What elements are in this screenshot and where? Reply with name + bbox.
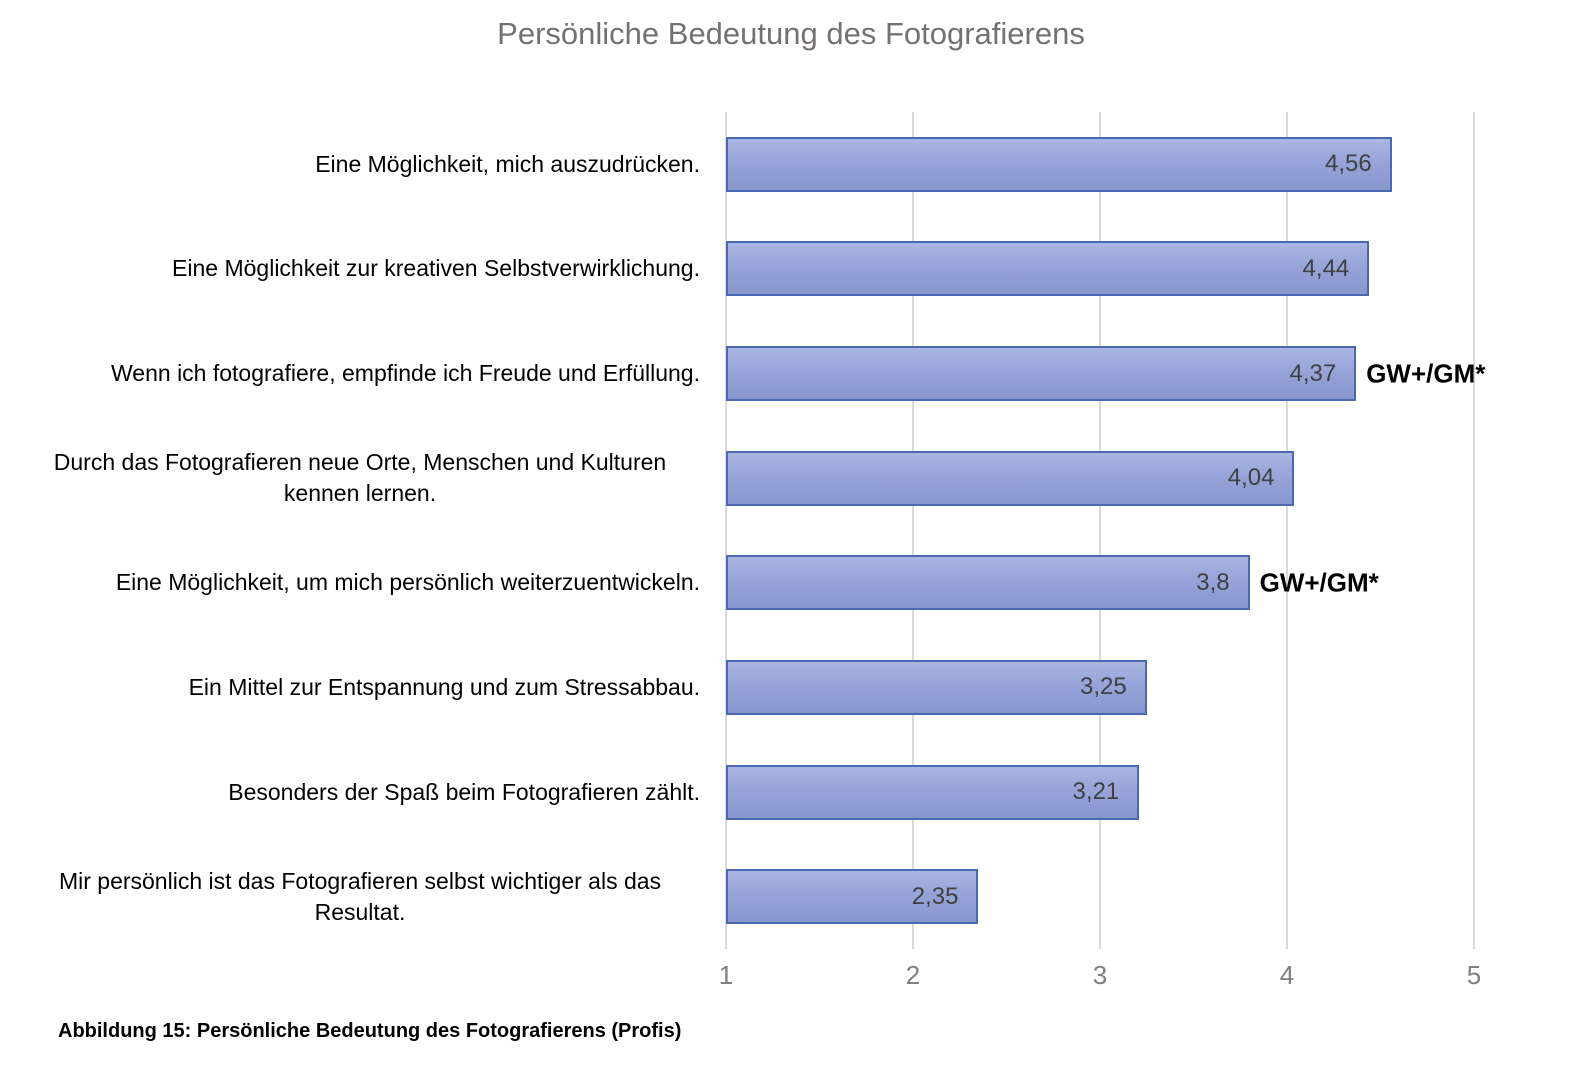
category-row: Besonders der Spaß beim Fotografieren zä… [20, 740, 700, 845]
figure-caption: Abbildung 15: Persönliche Bedeutung des … [58, 1020, 682, 1042]
bar-value-label: 2,35 [911, 882, 959, 910]
category-row: Mir persönlich ist das Fotografieren sel… [20, 844, 700, 949]
bar-value-label: 4,44 [1302, 254, 1350, 282]
bar-value-label: 4,56 [1325, 150, 1372, 178]
category-label: Eine Möglichkeit zur kreativen Selbstver… [172, 255, 700, 282]
bar: 4,04 [726, 450, 1295, 506]
gridline [1286, 112, 1288, 949]
category-label: Eine Möglichkeit, mich auszudrücken. [315, 150, 700, 177]
bar: 4,37 [726, 346, 1357, 402]
x-axis: 1 2 3 4 5 [719, 960, 1481, 994]
x-axis-tick-label: 1 [718, 960, 734, 990]
bar-value-label: 3,21 [1072, 778, 1120, 806]
category-row: Wenn ich fotografiere, empfinde ich Freu… [20, 321, 700, 426]
bar-value-label: 3,25 [1080, 673, 1127, 701]
category-row: Eine Möglichkeit, um mich persönlich wei… [20, 531, 700, 636]
category-label: Mir persönlich ist das Fotografieren sel… [58, 867, 662, 925]
bar: 4,44 [726, 241, 1370, 297]
bar-value-label: 4,04 [1227, 464, 1275, 492]
bar: 3,25 [726, 659, 1147, 715]
category-axis: Eine Möglichkeit, mich auszudrücken. Eine… [20, 112, 700, 949]
x-axis-tick-label: 5 [1466, 960, 1482, 990]
gridline [725, 112, 727, 949]
x-axis-tick-label: 4 [1279, 960, 1295, 990]
bar: 3,21 [726, 764, 1140, 820]
bar: 2,35 [726, 869, 979, 925]
gridline [1473, 112, 1475, 949]
category-row: Ein Mittel zur Entspannung und zum Stres… [20, 635, 700, 740]
category-row: Eine Möglichkeit zur kreativen Selbstver… [20, 217, 700, 322]
bar-value-label: 3,8 [1196, 568, 1230, 596]
bar: 4,56 [726, 136, 1392, 192]
plot-area: 4,56 4,44 4,37 GW+/GM* 4,04 3,8 GW+/GM* 3,25 3,2… [725, 112, 1485, 949]
category-row: Durch das Fotografieren neue Orte, Mensc… [20, 426, 700, 531]
gridline [1099, 112, 1101, 949]
category-label: Ein Mittel zur Entspannung und zum Stres… [188, 673, 700, 700]
category-label: Besonders der Spaß beim Fotografieren zä… [228, 778, 700, 805]
gridline [912, 112, 914, 949]
bar-value-label: 4,37 [1289, 359, 1337, 387]
category-label: Eine Möglichkeit, um mich persönlich wei… [115, 569, 700, 596]
bar-annotation: GW+/GM* [1259, 567, 1379, 598]
bar-annotation: GW+/GM* [1366, 358, 1486, 389]
category-label: Wenn ich fotografiere, empfinde ich Freu… [111, 360, 700, 387]
x-axis-tick-label: 2 [905, 960, 921, 990]
bar: 3,8 [726, 555, 1250, 611]
category-row: Eine Möglichkeit, mich auszudrücken. [20, 112, 700, 217]
category-label: Durch das Fotografieren neue Orte, Mensc… [53, 449, 667, 507]
x-axis-tick-label: 3 [1092, 960, 1108, 990]
chart-title: Persönliche Bedeutung des Fotografierens [497, 16, 1085, 51]
